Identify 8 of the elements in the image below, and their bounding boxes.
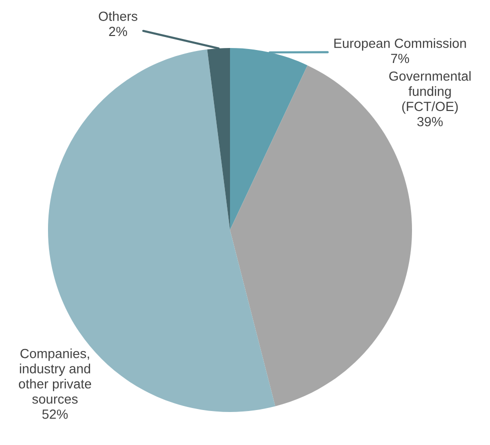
- slice-label: European Commission: [334, 38, 466, 51]
- slice-label: Companies, industry and other private sources: [18, 348, 92, 404]
- data-label: 39%: [417, 116, 443, 126]
- slice-label: Governmental funding (FCT/OE): [389, 71, 471, 114]
- slice-label: Others: [98, 11, 138, 21]
- data-label: 7%: [391, 54, 410, 64]
- data-label: 52%: [42, 410, 68, 419]
- data-label: 2%: [109, 26, 128, 36]
